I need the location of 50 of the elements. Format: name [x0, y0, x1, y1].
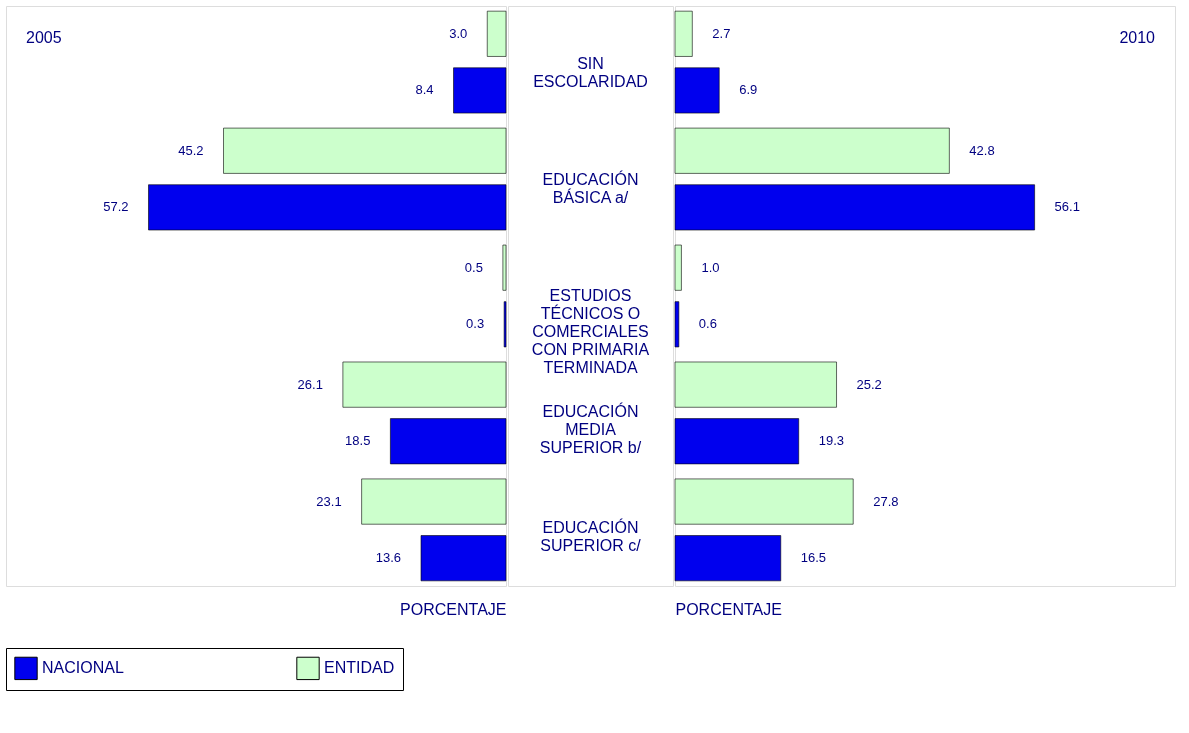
data-label: 13.6: [375, 550, 401, 566]
y-tick-label: ESTUDIOS TÉCNICOS O COMERCIALES CON PRIMARIA TERMINADA: [531, 287, 650, 376]
data-label: 57.2: [103, 199, 129, 215]
text: 2005: [26, 29, 62, 46]
data-label: 26.1: [297, 376, 323, 392]
bar: [453, 67, 507, 114]
bar: [148, 184, 507, 231]
bar: [674, 244, 682, 291]
bar: [390, 418, 507, 465]
bar: [420, 535, 507, 582]
x-axis-title: PORCENTAJE: [675, 600, 782, 618]
data-label: 27.8: [873, 493, 899, 509]
bar: [223, 127, 507, 174]
bar: [674, 478, 854, 525]
data-label: 42.8: [969, 142, 995, 158]
bar: [674, 535, 782, 582]
bar: [361, 478, 507, 525]
data-label: 56.1: [1054, 199, 1080, 215]
data-label: 0.6: [698, 316, 717, 332]
bar: [342, 361, 507, 408]
y-tick-label: EDUCACIÓN SUPERIOR c/: [540, 518, 642, 554]
bar: [674, 127, 950, 174]
data-label: 16.5: [800, 550, 827, 566]
y-tick-label: EDUCACIÓN MEDIA SUPERIOR b/: [539, 402, 642, 456]
bar: [674, 301, 680, 348]
bar: [674, 67, 720, 114]
legend-label: NACIONAL: [42, 659, 124, 677]
legend-label: ENTIDAD: [324, 659, 395, 677]
bar: [674, 361, 837, 408]
data-label: 25.2: [856, 376, 882, 392]
data-label: 6.9: [739, 82, 758, 98]
data-label: 1.0: [701, 259, 720, 275]
y-tick-label: SIN ESCOLARIDAD: [533, 55, 648, 90]
data-label: 0.3: [466, 316, 485, 332]
x-axis-title: PORCENTAJE: [400, 600, 507, 618]
bar: [674, 10, 693, 57]
bar: [674, 418, 800, 465]
data-label: 18.5: [345, 433, 371, 449]
data-label: 23.1: [316, 493, 342, 509]
data-label: 0.5: [464, 259, 483, 275]
data-label: 45.2: [178, 142, 204, 158]
data-label: 19.3: [818, 433, 845, 449]
bar: [486, 10, 507, 57]
data-label: 2.7: [712, 25, 731, 41]
bar: [674, 184, 1035, 231]
bar: [502, 244, 507, 291]
data-label: 3.0: [449, 25, 468, 41]
y-tick-label: EDUCACIÓN BÁSICA a/: [542, 170, 639, 206]
data-label: 8.4: [415, 82, 434, 98]
text: 2010: [1119, 29, 1156, 46]
